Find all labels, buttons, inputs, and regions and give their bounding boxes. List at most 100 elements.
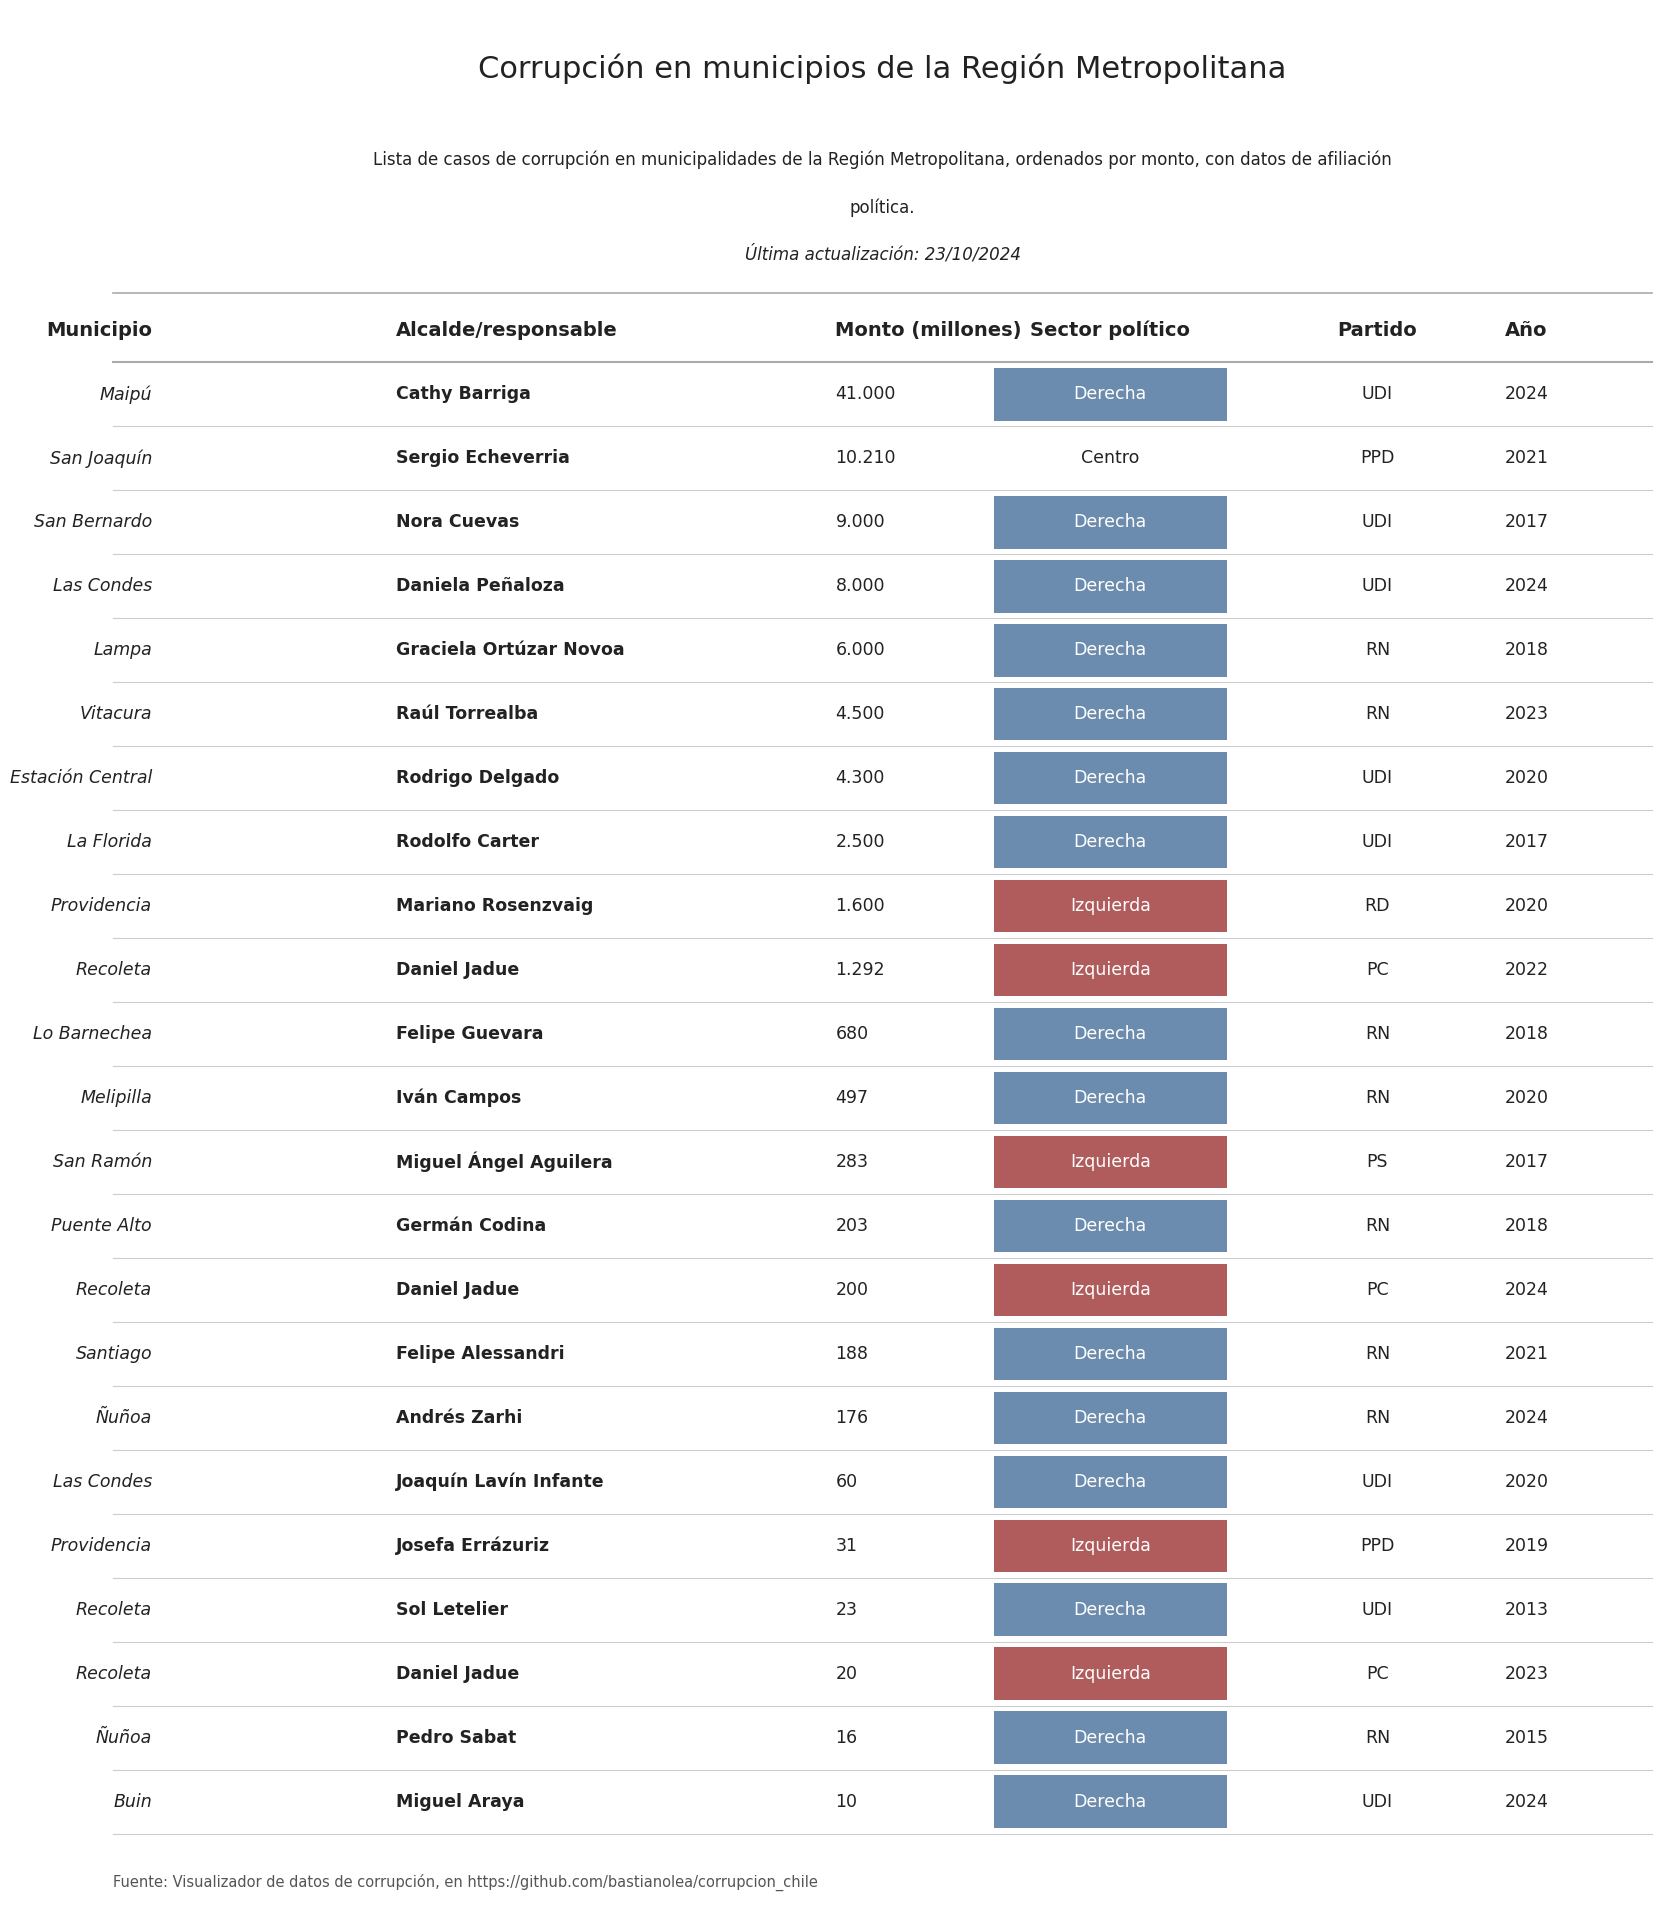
Text: Recoleta: Recoleta <box>77 1601 152 1618</box>
Text: San Bernardo: San Bernardo <box>33 514 152 532</box>
Text: Josefa Errázuriz: Josefa Errázuriz <box>395 1537 550 1554</box>
Text: Municipio: Municipio <box>47 322 152 341</box>
Bar <box>994 368 1226 420</box>
Text: 2024: 2024 <box>1505 385 1548 403</box>
Text: 2017: 2017 <box>1505 1154 1548 1171</box>
Text: 2024: 2024 <box>1505 578 1548 595</box>
Text: 2022: 2022 <box>1505 961 1548 978</box>
Text: 1.292: 1.292 <box>836 961 886 978</box>
Text: PC: PC <box>1366 1664 1389 1683</box>
Text: UDI: UDI <box>1361 514 1393 532</box>
Text: Las Condes: Las Condes <box>53 1473 152 1491</box>
Text: RN: RN <box>1364 1217 1389 1235</box>
Text: Derecha: Derecha <box>1074 768 1148 788</box>
Text: 2013: 2013 <box>1505 1601 1548 1618</box>
Text: Puente Alto: Puente Alto <box>52 1217 152 1235</box>
Text: 1.600: 1.600 <box>836 898 886 915</box>
Text: Ñuñoa: Ñuñoa <box>95 1730 152 1747</box>
Text: 680: 680 <box>836 1025 869 1044</box>
Bar <box>994 1263 1226 1315</box>
Text: 176: 176 <box>836 1408 869 1427</box>
Text: RN: RN <box>1364 705 1389 724</box>
Text: Derecha: Derecha <box>1074 1601 1148 1618</box>
Text: Recoleta: Recoleta <box>77 1664 152 1683</box>
Text: Ñuñoa: Ñuñoa <box>95 1408 152 1427</box>
Text: Lampa: Lampa <box>93 641 152 659</box>
Text: Providencia: Providencia <box>52 1537 152 1554</box>
Text: 2017: 2017 <box>1505 834 1548 851</box>
Text: Derecha: Derecha <box>1074 1408 1148 1427</box>
Text: Recoleta: Recoleta <box>77 961 152 978</box>
Text: Daniel Jadue: Daniel Jadue <box>395 1281 519 1298</box>
Text: 2018: 2018 <box>1505 1217 1548 1235</box>
Text: Estación Central: Estación Central <box>10 768 152 788</box>
Text: Raúl Torrealba: Raúl Torrealba <box>395 705 537 724</box>
Text: 60: 60 <box>836 1473 857 1491</box>
Text: Sector político: Sector político <box>1031 322 1191 341</box>
Bar <box>994 1392 1226 1444</box>
Text: RN: RN <box>1364 1730 1389 1747</box>
Text: 188: 188 <box>836 1344 869 1364</box>
Bar <box>994 880 1226 932</box>
Text: Derecha: Derecha <box>1074 578 1148 595</box>
Text: Las Condes: Las Condes <box>53 578 152 595</box>
Text: 6.000: 6.000 <box>836 641 886 659</box>
Text: 2020: 2020 <box>1505 898 1548 915</box>
Text: Derecha: Derecha <box>1074 1088 1148 1107</box>
Text: UDI: UDI <box>1361 385 1393 403</box>
Text: La Florida: La Florida <box>67 834 152 851</box>
Text: Daniel Jadue: Daniel Jadue <box>395 1664 519 1683</box>
Text: política.: política. <box>849 198 916 218</box>
Text: UDI: UDI <box>1361 1793 1393 1810</box>
Text: 2024: 2024 <box>1505 1793 1548 1810</box>
Bar <box>994 1200 1226 1252</box>
Text: 10.210: 10.210 <box>836 449 896 468</box>
Bar <box>994 1776 1226 1828</box>
Bar <box>994 1071 1226 1125</box>
Text: Lo Barnechea: Lo Barnechea <box>33 1025 152 1044</box>
Text: Germán Codina: Germán Codina <box>395 1217 545 1235</box>
Text: Maipú: Maipú <box>100 385 152 404</box>
Text: UDI: UDI <box>1361 578 1393 595</box>
Bar <box>994 1136 1226 1188</box>
Text: 2024: 2024 <box>1505 1408 1548 1427</box>
Text: Derecha: Derecha <box>1074 641 1148 659</box>
Text: 2019: 2019 <box>1505 1537 1548 1554</box>
Text: Derecha: Derecha <box>1074 834 1148 851</box>
Text: 2017: 2017 <box>1505 514 1548 532</box>
Text: PPD: PPD <box>1359 1537 1394 1554</box>
Text: Última actualización: 23/10/2024: Última actualización: 23/10/2024 <box>744 245 1021 264</box>
Text: UDI: UDI <box>1361 834 1393 851</box>
Text: Miguel Araya: Miguel Araya <box>395 1793 524 1810</box>
Text: Rodolfo Carter: Rodolfo Carter <box>395 834 539 851</box>
Text: Derecha: Derecha <box>1074 1730 1148 1747</box>
Text: Lista de casos de corrupción en municipalidades de la Región Metropolitana, orde: Lista de casos de corrupción en municipa… <box>374 150 1391 169</box>
Text: San Ramón: San Ramón <box>53 1154 152 1171</box>
Text: 283: 283 <box>836 1154 869 1171</box>
Bar <box>994 1583 1226 1635</box>
Text: 2020: 2020 <box>1505 768 1548 788</box>
Text: Izquierda: Izquierda <box>1069 1281 1151 1298</box>
Text: UDI: UDI <box>1361 1601 1393 1618</box>
Text: Melipilla: Melipilla <box>80 1088 152 1107</box>
Text: Izquierda: Izquierda <box>1069 1664 1151 1683</box>
Text: 31: 31 <box>836 1537 857 1554</box>
Text: 203: 203 <box>836 1217 869 1235</box>
Text: 2018: 2018 <box>1505 641 1548 659</box>
Text: Cathy Barriga: Cathy Barriga <box>395 385 530 403</box>
Bar <box>994 624 1226 676</box>
Text: 2023: 2023 <box>1505 705 1548 724</box>
Bar <box>994 1327 1226 1381</box>
Bar <box>994 1007 1226 1061</box>
Bar <box>994 817 1226 869</box>
Text: Derecha: Derecha <box>1074 385 1148 403</box>
Text: RN: RN <box>1364 641 1389 659</box>
Text: 2021: 2021 <box>1505 449 1548 468</box>
Text: Derecha: Derecha <box>1074 514 1148 532</box>
Text: Fuente: Visualizador de datos de corrupción, en https://github.com/bastianolea/c: Fuente: Visualizador de datos de corrupc… <box>113 1874 817 1891</box>
Text: Daniel Jadue: Daniel Jadue <box>395 961 519 978</box>
Text: Sergio Echeverria: Sergio Echeverria <box>395 449 569 468</box>
Text: PC: PC <box>1366 961 1389 978</box>
Text: 200: 200 <box>836 1281 869 1298</box>
Bar <box>994 1520 1226 1572</box>
